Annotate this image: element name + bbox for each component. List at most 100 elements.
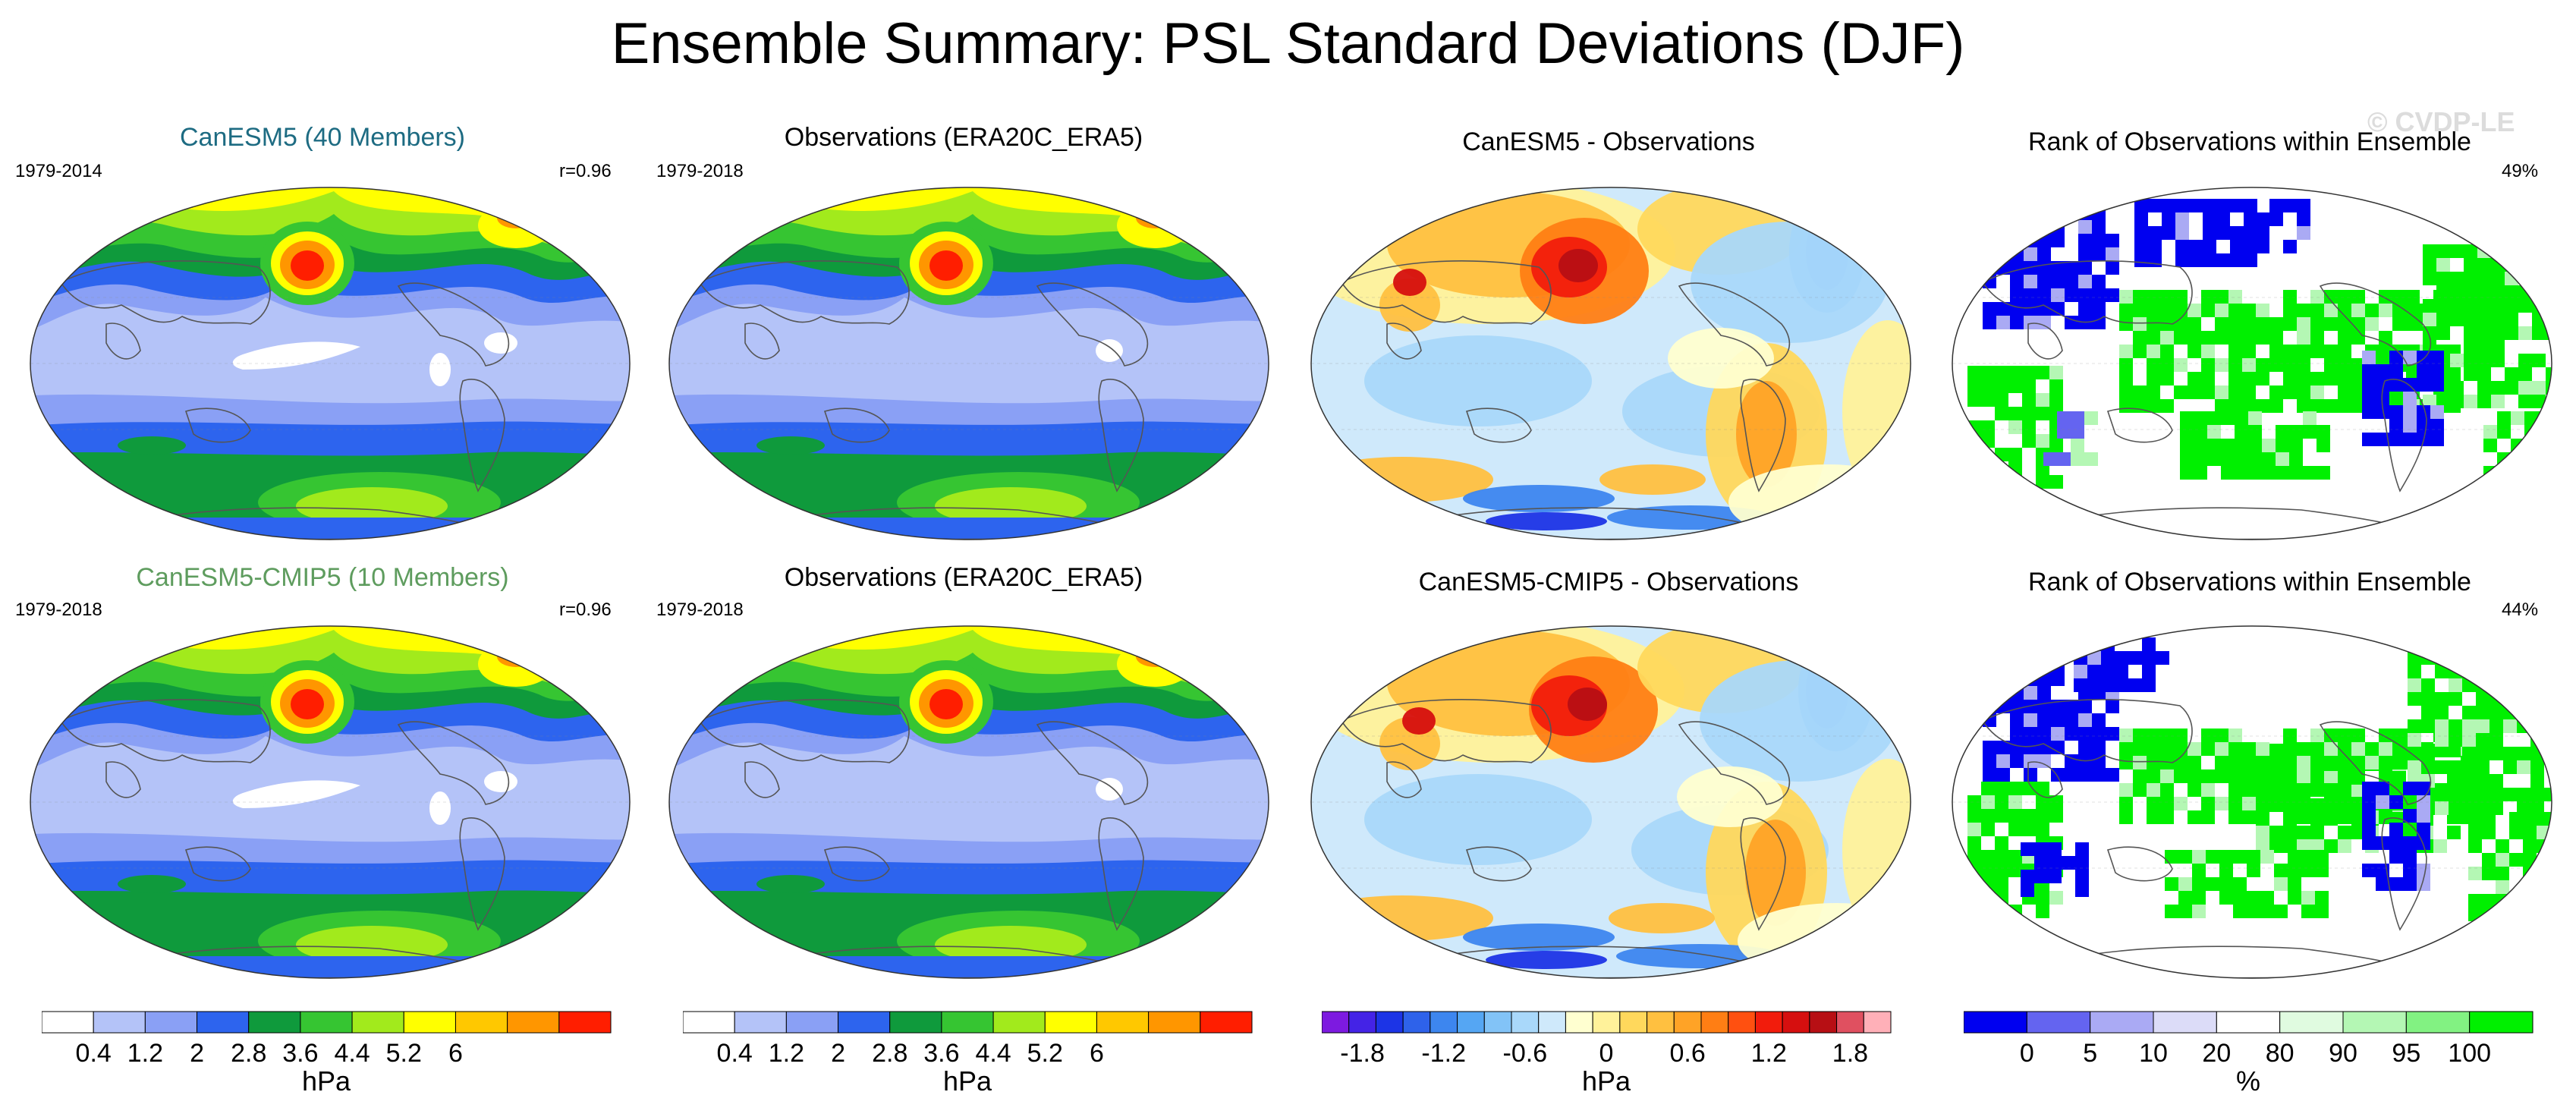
- rank-cell: [2310, 345, 2324, 358]
- rank-cell: [2008, 782, 2022, 795]
- rank-cell: [2509, 894, 2523, 908]
- rank-cell: [1981, 379, 1995, 393]
- rank-cell: [2178, 891, 2192, 905]
- rank-cell: [2065, 713, 2078, 727]
- rank-cell: [2423, 299, 2436, 313]
- rank-cell: [2303, 466, 2317, 480]
- rank-cell: [2034, 842, 2048, 856]
- rank-cell: [2228, 317, 2242, 331]
- rank-cell: [2477, 285, 2491, 299]
- rank-cell: [2188, 783, 2201, 797]
- rank-cell: [2048, 870, 2062, 883]
- colorbar-swatch: [2153, 1011, 2217, 1034]
- colorbar-swatch: [403, 1011, 456, 1034]
- rank-cell: [2477, 272, 2491, 285]
- rank-cell: [2165, 850, 2178, 864]
- rank-cell: [2297, 399, 2310, 413]
- rank-cell: [2464, 258, 2477, 272]
- rank-cell: [2010, 261, 2024, 275]
- rank-cell: [2188, 372, 2201, 385]
- rank-cell: [2544, 788, 2552, 801]
- rank-cell: [2468, 867, 2482, 880]
- rank-cell: [2256, 742, 2269, 756]
- rank-cell: [2133, 769, 2147, 783]
- colorbar-swatch: [507, 1011, 560, 1034]
- map-sd-obs-1: [668, 187, 1269, 540]
- sd-aleutian-max: [291, 250, 324, 281]
- rank-cell: [2550, 839, 2552, 853]
- rank-cell: [2269, 826, 2283, 839]
- rank-cell: [1996, 768, 2010, 782]
- rank-cell: [2546, 244, 2552, 258]
- rank-cell: [2511, 466, 2524, 480]
- rank-cell: [2365, 304, 2379, 317]
- rank-cell: [2403, 433, 2417, 446]
- rank-cell: [2435, 692, 2449, 706]
- rank-cell: [2142, 678, 2156, 692]
- rank-cell: [2435, 637, 2449, 651]
- rank-cell: [2324, 771, 2338, 785]
- colorbar-swatch: [300, 1011, 353, 1034]
- rank-cell: [2435, 719, 2449, 733]
- rank-cell: [2134, 212, 2148, 226]
- rank-cell: [2289, 439, 2303, 452]
- rank-cell: [2490, 801, 2503, 815]
- rank-cell: [2546, 272, 2552, 285]
- rank-cell: [2051, 645, 2065, 659]
- rank-cell: [2048, 842, 2062, 856]
- rank-cell: [2215, 317, 2228, 331]
- rank-cell: [2174, 756, 2188, 769]
- rank-cell: [2242, 317, 2256, 331]
- rank-cell: [2142, 651, 2156, 665]
- rank-cell: [2178, 905, 2192, 918]
- rank-cell: [2194, 466, 2207, 480]
- rank-cell: [2160, 399, 2174, 413]
- rank-cell: [2175, 253, 2189, 267]
- rank-cell: [2362, 405, 2376, 419]
- rank-cell: [2436, 285, 2450, 299]
- rank-cell: [2392, 756, 2406, 769]
- rank-cell: [2310, 810, 2324, 824]
- colorbar-tick-label: 2: [831, 1039, 845, 1068]
- rank-cell: [2365, 756, 2379, 769]
- rank-cell: [2423, 258, 2436, 272]
- rank-cell: [1967, 836, 1981, 850]
- map-outline: [668, 625, 1269, 979]
- rank-cell: [2476, 719, 2490, 733]
- rank-cell: [2403, 378, 2417, 392]
- rank-cell: [2497, 466, 2511, 480]
- rank-cell: [1983, 754, 1996, 768]
- rank-cell: [2189, 253, 2203, 267]
- rank-cell: [2075, 870, 2089, 883]
- coastline: [397, 282, 510, 367]
- colorbar-swatch: [1782, 1011, 1810, 1034]
- map-outline: [1310, 187, 1911, 540]
- rank-cell: [2447, 826, 2461, 839]
- rank-cell: [2010, 302, 2024, 316]
- rank-cell: [2051, 713, 2065, 727]
- rank-cell: [2517, 706, 2530, 719]
- sd-arctic-max: [677, 187, 783, 209]
- rank-cell: [2269, 839, 2283, 853]
- map-sd-obs-2: [668, 625, 1269, 979]
- rank-cell: [2148, 226, 2162, 240]
- rank-cell: [2436, 313, 2450, 326]
- rank-cell: [2530, 637, 2544, 651]
- rank-cell: [2406, 317, 2420, 331]
- rank-cell: [2078, 288, 2092, 302]
- rank-cell: [2043, 452, 2057, 466]
- rank-cell: [2338, 839, 2351, 853]
- rank-cell: [2269, 199, 2283, 212]
- ensemble-period-1: 1979-2014: [15, 161, 102, 181]
- rank-cell: [2188, 331, 2201, 345]
- rank-cell: [2435, 651, 2449, 665]
- coastline: [1678, 721, 1791, 805]
- rank-cell: [2128, 651, 2142, 665]
- rank-cell: [2010, 275, 2024, 288]
- rank-cell: [2174, 729, 2188, 742]
- rank-cell: [2228, 358, 2242, 372]
- rank-cell: [2115, 678, 2128, 692]
- rank-cell: [2178, 877, 2192, 891]
- rank-cell: [2283, 771, 2297, 785]
- colorbar-tick-label: -1.2: [1421, 1039, 1466, 1068]
